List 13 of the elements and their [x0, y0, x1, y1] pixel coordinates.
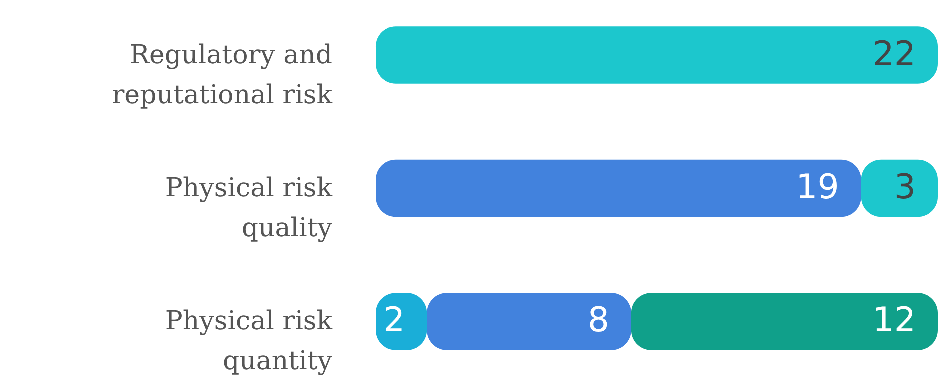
y-tick-label: Physical risk quantity: [165, 306, 333, 377]
bar: [631, 293, 938, 350]
bar: [376, 160, 862, 218]
data-label: 8: [588, 300, 610, 341]
y-tick-label: Regulatory and reputational risk: [112, 40, 333, 110]
data-label: 3: [894, 168, 916, 208]
data-label: 12: [872, 300, 916, 341]
data-label: 19: [796, 168, 840, 208]
y-tick-label: Physical risk quality: [165, 174, 333, 244]
bar: [427, 293, 632, 350]
bar: [376, 26, 938, 84]
data-label: 22: [872, 34, 916, 74]
data-label: 2: [383, 300, 406, 341]
